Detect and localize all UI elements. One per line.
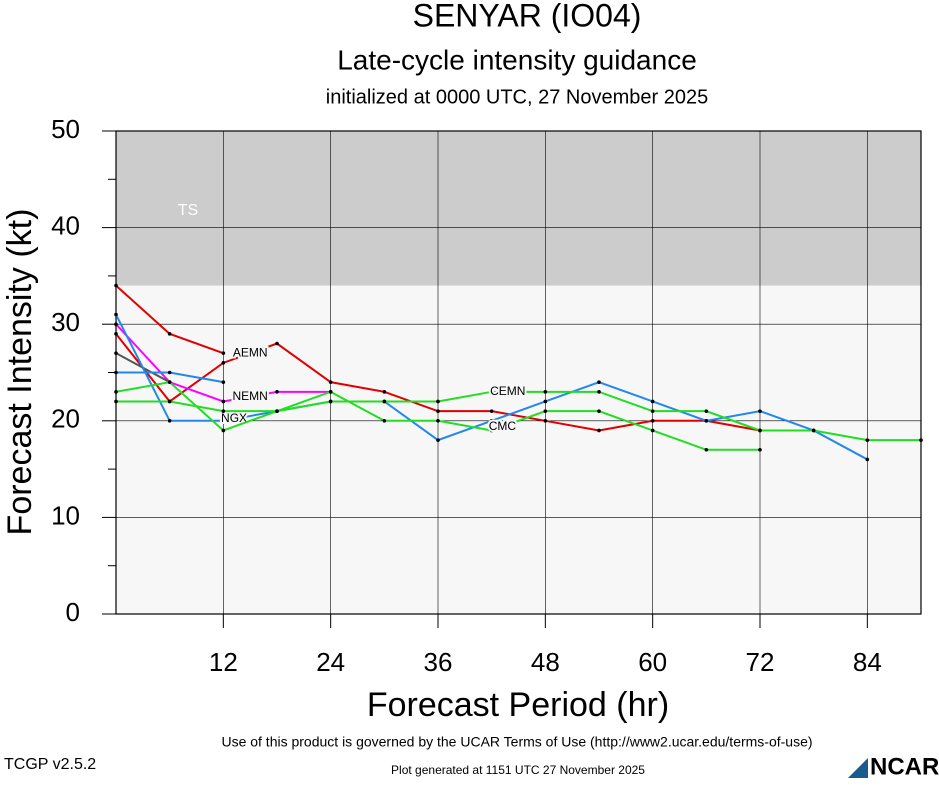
model-point xyxy=(114,283,118,288)
band-label: TS xyxy=(178,202,198,219)
x-tick-label: 36 xyxy=(424,647,453,677)
model-point xyxy=(382,399,387,404)
version: TCGP v2.5.2 xyxy=(4,756,96,773)
model-point xyxy=(704,447,709,452)
y-tick-label: 20 xyxy=(51,404,80,434)
model-point xyxy=(597,380,601,384)
chart-subtitle: initialized at 0000 UTC, 27 November 202… xyxy=(326,86,708,108)
model-point xyxy=(597,390,601,394)
model-point xyxy=(221,409,226,413)
model-point xyxy=(114,332,118,336)
intensity-band xyxy=(116,131,921,286)
chart-title: SENYAR (IO04) xyxy=(413,0,642,33)
model-point xyxy=(221,361,226,365)
chart-subtitle: Late-cycle intensity guidance xyxy=(337,44,697,75)
model-point xyxy=(865,438,870,442)
series-label: NEMN xyxy=(232,389,267,403)
model-point xyxy=(167,332,172,336)
logo-mark xyxy=(848,758,868,778)
model-point xyxy=(758,428,762,433)
model-point xyxy=(114,390,118,394)
y-tick-label: 0 xyxy=(66,597,80,627)
model-point xyxy=(275,409,279,413)
x-tick-label: 60 xyxy=(638,647,667,677)
series-label: CMC xyxy=(489,419,517,433)
model-point xyxy=(489,428,494,433)
model-point xyxy=(114,370,118,375)
model-point xyxy=(221,399,226,404)
model-point xyxy=(114,312,118,317)
model-point xyxy=(114,399,118,404)
model-point xyxy=(650,409,655,413)
model-point xyxy=(919,438,923,442)
model-point xyxy=(382,419,387,423)
model-point xyxy=(758,447,762,452)
x-tick-label: 48 xyxy=(531,647,560,677)
model-point xyxy=(167,380,172,384)
model-point xyxy=(382,390,387,394)
model-point xyxy=(489,419,494,423)
logo: NCAR xyxy=(870,753,939,780)
model-point xyxy=(811,428,816,433)
model-point xyxy=(114,351,118,355)
model-point xyxy=(489,390,494,394)
y-tick-label: 30 xyxy=(51,307,80,337)
y-tick-label: 50 xyxy=(51,114,80,144)
model-point xyxy=(328,390,333,394)
model-point xyxy=(758,409,762,413)
model-point xyxy=(328,399,333,404)
model-point xyxy=(650,428,655,433)
model-point xyxy=(650,419,655,423)
y-tick-label: 40 xyxy=(51,210,80,240)
model-point xyxy=(489,409,494,413)
model-point xyxy=(221,380,226,384)
model-point xyxy=(650,399,655,404)
model-point xyxy=(275,341,279,346)
series-label: CEMN xyxy=(490,384,525,398)
model-point xyxy=(167,399,172,404)
model-point xyxy=(543,409,548,413)
x-tick-label: 24 xyxy=(316,647,345,677)
x-axis-label: Forecast Period (hr) xyxy=(367,686,669,724)
model-point xyxy=(543,390,548,394)
x-tick-label: 72 xyxy=(746,647,775,677)
y-tick-label: 10 xyxy=(51,500,80,530)
model-point xyxy=(328,380,333,384)
model-point xyxy=(167,370,172,375)
model-point xyxy=(221,419,226,423)
model-point xyxy=(275,390,279,394)
model-point xyxy=(221,428,226,433)
series-label: NGX xyxy=(221,411,247,425)
x-tick-label: 84 xyxy=(853,647,882,677)
model-point xyxy=(167,419,172,423)
series-label: AEMN xyxy=(233,345,268,359)
x-tick-label: 12 xyxy=(209,647,238,677)
model-point xyxy=(436,438,440,442)
terms-note: Use of this product is governed by the U… xyxy=(221,734,812,750)
model-point xyxy=(114,322,118,327)
model-point xyxy=(543,419,548,423)
generated-note: Plot generated at 1151 UTC 27 November 2… xyxy=(391,763,645,777)
model-point xyxy=(221,351,226,355)
model-point xyxy=(436,399,440,404)
model-point xyxy=(704,409,709,413)
model-line xyxy=(116,390,921,442)
model-point xyxy=(865,457,870,462)
model-point xyxy=(436,409,440,413)
model-point xyxy=(597,409,601,413)
model-point xyxy=(436,419,440,423)
y-axis-label: Forecast Intensity (kt) xyxy=(1,209,39,536)
model-point xyxy=(543,399,548,404)
model-point xyxy=(597,428,601,433)
model-point xyxy=(704,419,709,423)
